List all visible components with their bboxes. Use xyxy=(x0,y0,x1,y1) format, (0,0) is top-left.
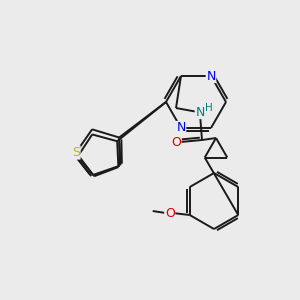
Text: N: N xyxy=(195,106,205,118)
Text: N: N xyxy=(176,122,186,134)
Text: O: O xyxy=(171,136,181,148)
Text: O: O xyxy=(165,206,175,220)
Text: H: H xyxy=(205,103,213,113)
Text: N: N xyxy=(206,70,216,83)
Text: S: S xyxy=(72,146,80,159)
